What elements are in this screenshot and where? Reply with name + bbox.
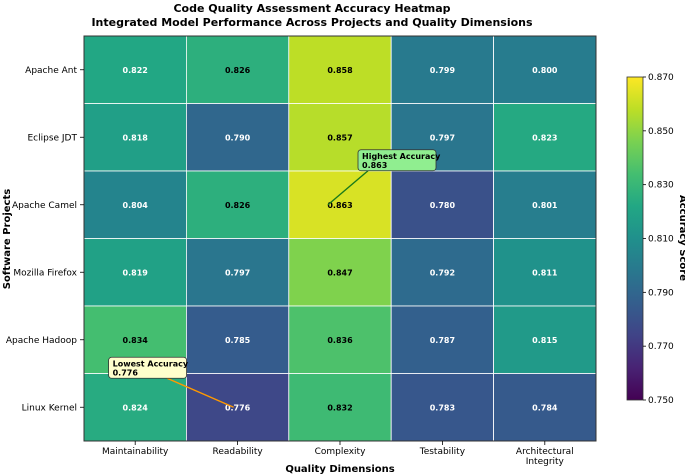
colorbar-tick-label: 0.810 — [648, 235, 674, 245]
colorbar-tick-label: 0.750 — [648, 396, 674, 406]
colorbar-tick-label: 0.870 — [648, 73, 674, 83]
heatmap-cell — [185, 373, 290, 442]
heatmap-cell — [390, 238, 495, 307]
heatmap-cell — [493, 170, 597, 239]
heatmap-cell — [390, 373, 495, 442]
cell-value-label: 0.847 — [327, 268, 352, 277]
cell-value-label: 0.818 — [123, 133, 149, 142]
colorbar-gradient — [626, 76, 644, 401]
y-tick-label: Eclipse JDT — [27, 133, 77, 143]
colorbar: 0.750 0.770 0.790 0.810 0.830 0.850 0.870 — [626, 73, 674, 406]
cell-value-label: 0.863 — [327, 201, 352, 210]
x-tick-label: Testability — [419, 447, 466, 457]
x-tick-label: Maintainability — [102, 447, 169, 457]
colorbar-tick-label: 0.850 — [648, 127, 674, 137]
cell-value-label: 0.790 — [225, 133, 251, 142]
heatmap-cell — [83, 238, 187, 307]
y-axis-label: Software Projects — [2, 189, 13, 289]
cell-value-label: 0.783 — [430, 403, 455, 412]
annotation-box — [108, 356, 187, 379]
heatmap-cell — [288, 170, 392, 239]
chart-title: Code Quality Assessment Accuracy Heatmap — [173, 2, 450, 15]
colorbar-label: Accuracy Score — [677, 195, 685, 281]
colorbar-tick-label: 0.830 — [648, 181, 674, 191]
cell-value-label: 0.822 — [123, 66, 148, 75]
heatmap-cell — [185, 35, 290, 104]
heatmap-cell — [493, 238, 597, 307]
cell-value-label: 0.858 — [327, 66, 353, 75]
cell-value-label: 0.792 — [430, 268, 455, 277]
heatmap-cell — [493, 35, 597, 104]
annotation-arrow — [166, 377, 234, 408]
x-axis-label: Quality Dimensions — [285, 464, 394, 475]
annotation-box — [357, 149, 437, 172]
y-tick-label: Linux Kernel — [22, 403, 77, 413]
colorbar-tick-label: 0.790 — [648, 288, 674, 298]
y-tick-label: Apache Hadoop — [6, 336, 77, 346]
cell-value-label: 0.819 — [123, 268, 149, 277]
annotations: Highest Accuracy 0.863 Lowest Accuracy 0.77… — [108, 149, 441, 408]
y-tick-label: Mozilla Firefox — [13, 268, 77, 278]
heatmap-cell — [185, 238, 290, 307]
cell-value-label: 0.826 — [225, 201, 251, 210]
x-tick-label: Complexity — [315, 447, 367, 457]
cell-value-label: 0.797 — [430, 133, 455, 142]
cell-value-label: 0.815 — [532, 336, 558, 345]
heatmap-cell — [288, 238, 392, 307]
y-tick-labels: Apache Ant Eclipse JDT Apache Camel Mozilla… — [6, 66, 84, 413]
cell-value-label: 0.823 — [532, 133, 557, 142]
cell-value-label: 0.800 — [532, 66, 558, 75]
heatmap-cells: 0.822 0.826 0.858 0.799 0.800 0.818 0.790 0.857… — [83, 35, 597, 442]
annotation-text: Lowest Accuracy 0.776 — [113, 359, 189, 377]
heatmap-cell — [390, 305, 495, 374]
cell-value-label: 0.834 — [123, 336, 149, 345]
x-tick-labels: Maintainability Readability Complexity Test… — [102, 441, 574, 467]
cell-value-label: 0.832 — [327, 403, 352, 412]
cell-value-label: 0.797 — [225, 268, 250, 277]
cell-value-label: 0.799 — [430, 66, 456, 75]
heatmap-cell — [185, 170, 290, 239]
cell-value-label: 0.801 — [532, 201, 558, 210]
heatmap-cell — [493, 305, 597, 374]
heatmap-cell — [493, 373, 597, 442]
cell-value-label: 0.824 — [123, 403, 149, 412]
x-tick-label: Readability — [212, 447, 263, 457]
cell-value-label: 0.787 — [430, 336, 455, 345]
heatmap-cell — [493, 103, 597, 172]
cell-value-label: 0.857 — [327, 133, 352, 142]
cell-value-label: 0.836 — [327, 336, 353, 345]
heatmap-cell — [83, 35, 187, 104]
y-tick-label: Apache Ant — [25, 66, 77, 76]
cell-value-label: 0.811 — [532, 268, 558, 277]
x-tick-label: Architectural Integrity — [516, 447, 574, 467]
cell-value-label: 0.804 — [123, 201, 149, 210]
cell-value-label: 0.784 — [532, 403, 558, 412]
cell-value-label: 0.785 — [225, 336, 251, 345]
annotation-text: Highest Accuracy 0.863 — [362, 152, 441, 170]
y-tick-label: Apache Camel — [12, 201, 77, 211]
heatmap-cell — [288, 373, 392, 442]
heatmap-cell — [83, 103, 187, 172]
annotation-arrow — [327, 170, 369, 206]
cell-value-label: 0.776 — [225, 403, 251, 412]
colorbar-tick-label: 0.770 — [648, 342, 674, 352]
heatmap-cell — [288, 305, 392, 374]
cell-value-label: 0.826 — [225, 66, 251, 75]
cell-value-label: 0.780 — [430, 201, 456, 210]
heatmap-cell — [390, 35, 495, 104]
chart-subtitle: Integrated Model Performance Across Proj… — [91, 16, 533, 29]
